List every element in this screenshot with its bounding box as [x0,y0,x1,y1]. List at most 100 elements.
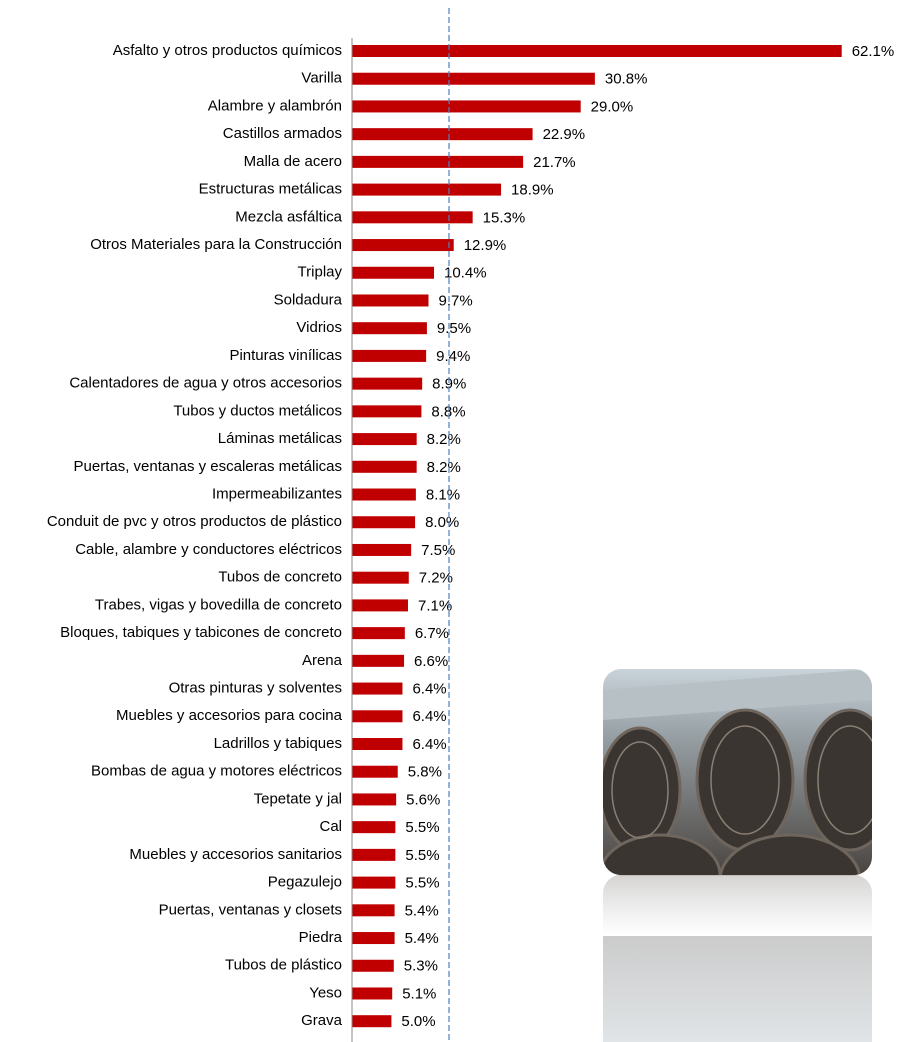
value-label: 9.5% [437,320,471,337]
photo [603,669,872,1042]
category-label: Mezcla asfáltica [235,208,342,225]
bar [352,45,842,57]
value-label: 7.1% [418,597,452,614]
bar [352,72,595,85]
bar [352,793,397,806]
category-label: Puertas, ventanas y escaleras metálicas [74,458,342,475]
bar [352,987,393,1000]
value-label: 8.0% [425,514,459,531]
value-label: 6.4% [412,708,446,725]
value-label: 6.6% [414,653,448,670]
value-label: 30.8% [605,71,648,88]
bar [352,627,405,640]
value-label: 9.4% [436,348,470,365]
category-label: Tubos de plástico [225,957,342,974]
bar [352,405,422,418]
bar [352,1015,392,1028]
value-label: 29.0% [591,98,634,115]
category-label: Trabes, vigas y bovedilla de concreto [95,596,342,613]
category-label: Estructuras metálicas [199,181,342,198]
value-label: 5.4% [405,902,439,919]
category-label: Impermeabilizantes [212,485,342,502]
category-label: Láminas metálicas [218,430,342,447]
bar [352,183,502,196]
value-label: 5.4% [405,930,439,947]
value-label: 6.7% [415,625,449,642]
value-label: 15.3% [483,209,526,226]
category-label: Conduit de pvc y otros productos de plás… [47,513,342,530]
bar [352,266,435,279]
bar [352,599,408,612]
bar [352,433,417,446]
value-label: 8.2% [427,431,461,448]
bar [352,876,396,889]
bar [352,377,423,390]
value-label: 5.8% [408,764,442,781]
bar [352,932,395,945]
value-label: 21.7% [533,154,576,171]
value-label: 9.7% [438,292,472,309]
value-label: 5.5% [405,847,439,864]
bar [352,848,396,861]
category-label: Tepetate y jal [254,790,342,807]
category-label: Muebles y accesorios para cocina [116,707,343,724]
bar [352,710,403,723]
value-label: 62.1% [852,43,895,60]
bar [352,738,403,750]
bar [352,155,524,168]
category-label: Tubos de concreto [218,569,342,586]
value-label: 8.1% [426,486,460,503]
bar [352,128,533,141]
bar [352,100,581,113]
value-label: 5.5% [405,875,439,892]
value-label: 6.4% [412,681,446,698]
value-label: 22.9% [543,126,586,143]
value-label: 8.8% [431,403,465,420]
category-label: Cal [319,818,342,835]
bar [352,571,409,584]
bar [352,294,429,307]
value-label: 5.6% [406,791,440,808]
category-label: Bloques, tabiques y tabicones de concret… [60,624,342,641]
category-label: Otras pinturas y solventes [169,680,342,697]
bar [352,211,473,224]
category-label: Alambre y alambrón [208,97,342,114]
value-label: 12.9% [464,237,507,254]
bar [352,959,394,972]
category-label: Calentadores de agua y otros accesorios [69,375,342,392]
bar [352,682,403,695]
bar [352,654,405,667]
bar [352,821,396,834]
category-label: Varilla [301,70,342,87]
category-label: Cable, alambre y conductores eléctricos [75,541,342,558]
value-label: 8.2% [427,459,461,476]
category-label: Yeso [309,984,342,1001]
category-label: Piedra [299,929,343,946]
category-label: Triplay [298,264,343,281]
category-label: Pinturas vinílicas [229,347,342,364]
category-label: Tubos y ductos metálicos [173,402,342,419]
bar [352,322,427,335]
value-label: 7.2% [419,570,453,587]
value-label: 10.4% [444,265,487,282]
category-label: Malla de acero [244,153,342,170]
category-label: Castillos armados [223,125,342,142]
category-label: Vidrios [296,319,342,336]
bar [352,239,454,252]
value-label: 5.3% [404,958,438,975]
category-label: Otros Materiales para la Construcción [90,236,342,253]
bar [352,904,395,917]
category-label: Soldadura [274,291,343,308]
bar [352,488,416,501]
bar [352,543,412,556]
category-label: Arena [302,652,343,669]
bar [352,460,417,473]
value-label: 5.5% [405,819,439,836]
category-label: Grava [301,1012,343,1029]
category-label: Puertas, ventanas y closets [159,901,342,918]
bar [352,516,416,529]
category-label: Ladrillos y tabiques [214,735,342,752]
value-label: 7.5% [421,542,455,559]
bar [352,349,427,362]
